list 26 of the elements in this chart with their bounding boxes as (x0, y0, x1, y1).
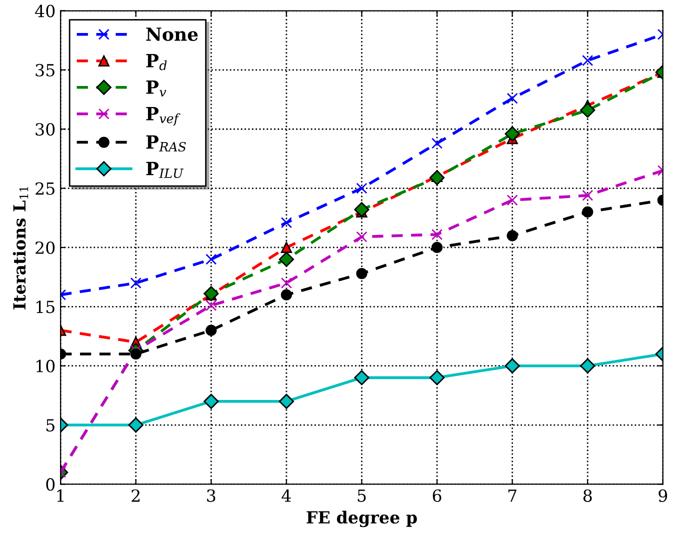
y-tick-label: 20 (36, 241, 55, 254)
y-tick-label: 40 (35, 4, 55, 18)
legend-label: None (146, 28, 198, 41)
legend-label: P$_{RAS}$ (146, 135, 186, 152)
legend-label: P$_{ILU}$ (146, 162, 184, 178)
x-tick-label: 5 (358, 490, 366, 502)
x-tick-label: 9 (658, 489, 668, 502)
x-tick-label: 7 (508, 490, 516, 502)
y-tick-label: 30 (36, 123, 55, 136)
x-tick-label: 4 (282, 489, 291, 502)
x-tick-label: 8 (583, 489, 592, 502)
legend-label: P$_{vef}$ (146, 107, 180, 126)
y-tick-label: 0 (46, 478, 55, 491)
y-axis-title: Iterations L$_{11}$ (12, 186, 28, 310)
legend-label: P$_{d}$ (146, 54, 167, 70)
x-axis-title: FE degree p (306, 510, 417, 528)
x-tick-label: 6 (432, 489, 442, 502)
y-tick-label: 35 (36, 64, 54, 77)
x-tick-label: 1 (57, 489, 64, 502)
x-tick-label: 3 (207, 489, 216, 502)
legend-label: P$_{v}$ (146, 80, 166, 97)
y-tick-label: 10 (36, 360, 55, 372)
y-tick-label: 15 (36, 300, 54, 314)
x-tick-label: 2 (132, 489, 140, 502)
y-tick-label: 5 (46, 419, 54, 432)
y-tick-label: 25 (36, 182, 54, 195)
